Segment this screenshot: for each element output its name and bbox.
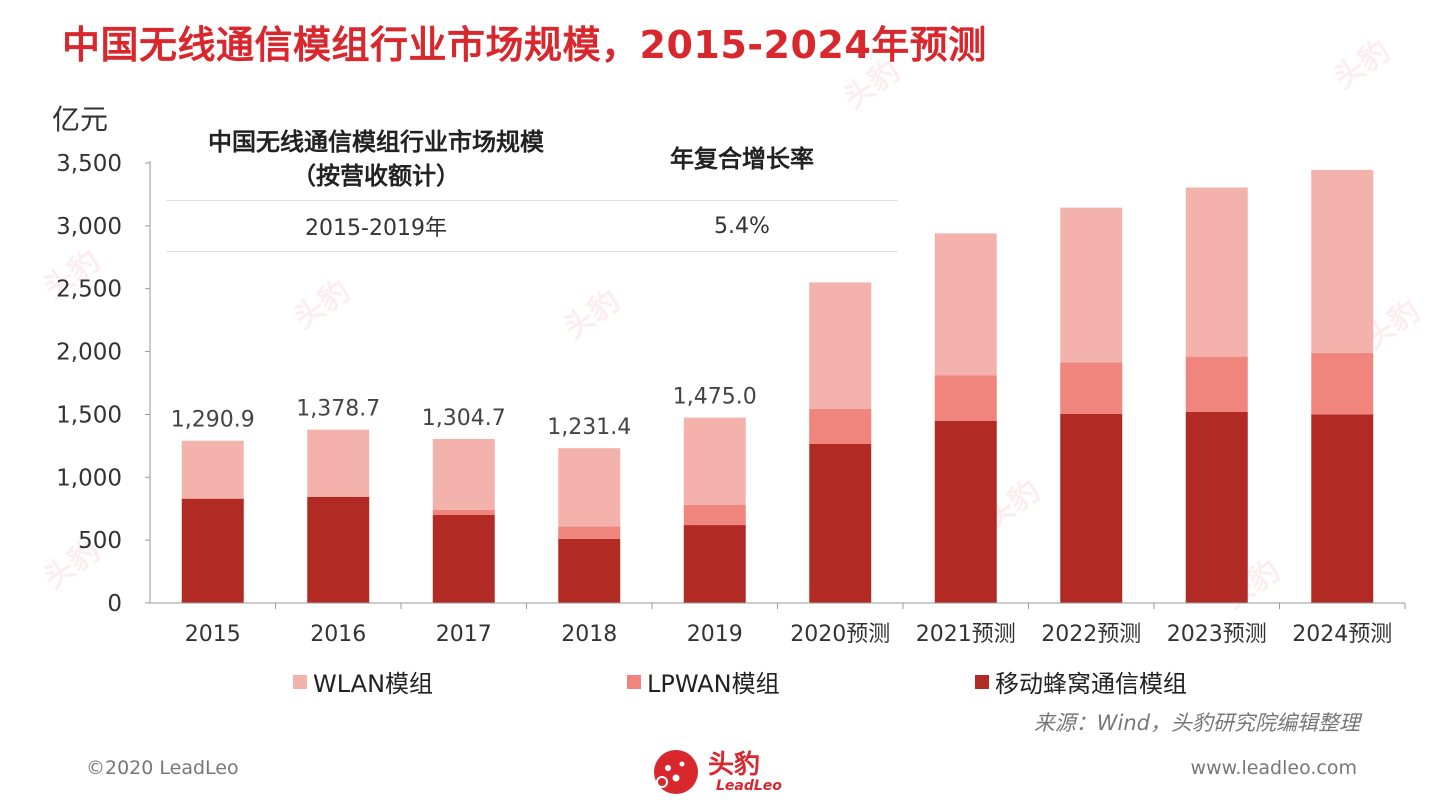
y-tick-label: 0 <box>107 591 122 617</box>
legend-label: WLAN模组 <box>313 670 434 698</box>
info-table-row: 2015-2019年 5.4% <box>166 201 898 252</box>
bar-segment <box>558 538 621 603</box>
bar-segment <box>1185 356 1248 412</box>
bar-segment <box>1060 207 1123 363</box>
source-note: 来源：Wind，头豹研究院编辑整理 <box>1033 711 1360 735</box>
info-header-market-size: 中国无线通信模组行业市场规模 （按营收额计） <box>166 118 586 200</box>
copyright-text: ©2020 LeadLeo <box>86 757 239 779</box>
bar-segment <box>809 408 872 444</box>
legend-swatch <box>627 674 641 689</box>
bar-segment <box>1311 352 1374 415</box>
x-tick-label: 2019 <box>687 622 743 647</box>
y-axis-unit-label: 亿元 <box>52 103 109 136</box>
legend-swatch <box>293 674 307 689</box>
bar-segment <box>1311 169 1374 353</box>
legend-item-cellular: 移动蜂窝通信模组 <box>975 664 1187 699</box>
bar-segment <box>432 438 495 510</box>
bar-total-label: 1,290.9 <box>171 408 255 433</box>
x-tick-label: 2022预测 <box>1041 622 1141 647</box>
legend-item-wlan: WLAN模组 <box>293 664 433 699</box>
y-tick-label: 3,000 <box>56 214 122 240</box>
x-tick-label: 2018 <box>561 622 617 647</box>
bar-segment <box>1060 413 1123 603</box>
x-tick-label: 2017 <box>436 622 492 647</box>
logo-en-text: LeadLeo <box>716 778 782 794</box>
bar-segment <box>1185 187 1248 357</box>
bar-segment <box>181 498 244 603</box>
leopard-logo-icon <box>654 750 698 794</box>
bar-segment <box>683 504 746 526</box>
bar-segment <box>809 443 872 603</box>
y-tick-label: 1,500 <box>56 402 122 428</box>
bar-total-label: 1,475.0 <box>673 385 757 410</box>
bar-segment <box>934 420 997 603</box>
info-table-header: 中国无线通信模组行业市场规模 （按营收额计） 年复合增长率 <box>166 118 898 201</box>
bar-segment <box>809 282 872 409</box>
page-title: 中国无线通信模组行业市场规模，2015-2024年预测 <box>62 23 987 67</box>
bar-segment <box>1185 411 1248 603</box>
info-cagr-value: 5.4% <box>714 213 770 239</box>
x-tick-label: 2021预测 <box>916 622 1016 647</box>
bar-segment <box>307 496 370 603</box>
x-tick-label: 2024预测 <box>1292 622 1392 647</box>
bar-segment <box>683 525 746 603</box>
legend-label: LPWAN模组 <box>647 670 780 698</box>
info-header-cagr: 年复合增长率 <box>670 145 814 173</box>
y-tick-label: 1,000 <box>56 465 122 491</box>
bar-segment <box>1311 414 1374 603</box>
bar-segment <box>1060 362 1123 414</box>
cagr-info-table: 中国无线通信模组行业市场规模 （按营收额计） 年复合增长率 2015-2019年… <box>166 118 898 252</box>
y-tick-label: 3,500 <box>56 151 122 177</box>
chart-legend: WLAN模组 LPWAN模组 移动蜂窝通信模组 <box>0 664 1430 700</box>
legend-item-lpwan: LPWAN模组 <box>627 664 780 699</box>
legend-label: 移动蜂窝通信模组 <box>995 670 1187 698</box>
bar-segment <box>307 429 370 497</box>
x-tick-label: 2020预测 <box>790 622 890 647</box>
x-tick-label: 2016 <box>310 622 366 647</box>
bar-segment <box>683 417 746 505</box>
leadleo-logo: 头豹 LeadLeo <box>646 742 786 800</box>
x-tick-label: 2015 <box>185 622 241 647</box>
info-header-line1: 中国无线通信模组行业市场规模 <box>208 128 544 156</box>
bar-segment <box>181 440 244 499</box>
y-tick-label: 2,500 <box>56 277 122 303</box>
x-tick-label: 2023预测 <box>1167 622 1267 647</box>
bar-total-label: 1,378.7 <box>296 397 380 422</box>
logo-cn-text: 头豹 <box>708 750 761 780</box>
legend-swatch <box>975 674 989 689</box>
bar-segment <box>934 233 997 376</box>
y-tick-label: 2,000 <box>56 340 122 366</box>
bar-segment <box>934 375 997 421</box>
bar-total-label: 1,304.7 <box>422 406 506 431</box>
bar-segment <box>432 515 495 603</box>
bar-segment <box>432 509 495 515</box>
bar-segment <box>558 448 621 527</box>
bar-total-label: 1,231.4 <box>547 415 631 440</box>
info-header-line2: （按营收额计） <box>292 162 460 190</box>
y-tick-label: 500 <box>78 528 122 554</box>
info-period: 2015-2019年 <box>305 216 447 241</box>
bar-segment <box>558 526 621 539</box>
website-link[interactable]: www.leadleo.com <box>1190 757 1357 779</box>
